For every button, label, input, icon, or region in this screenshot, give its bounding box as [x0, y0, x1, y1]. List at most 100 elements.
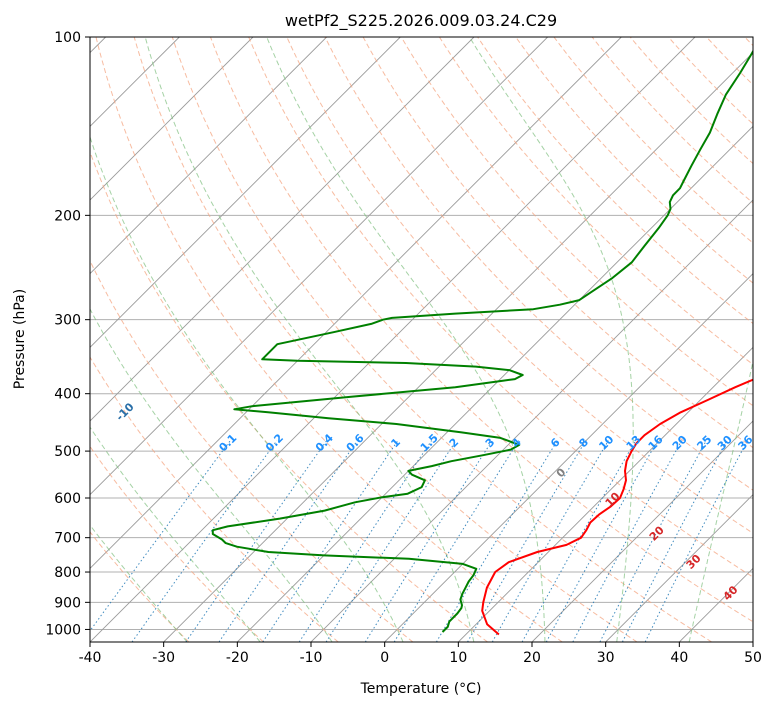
mixing-ratio-line — [599, 440, 707, 642]
x-tick-label: -40 — [79, 650, 102, 666]
chart-title: wetPf2_S225.2026.009.03.24.C29 — [285, 11, 557, 31]
y-tick-label: 500 — [54, 444, 81, 460]
mixing-ratio-line — [521, 440, 637, 642]
y-tick-label: 600 — [54, 491, 81, 507]
dry-adiabat — [90, 356, 339, 642]
isotherm-line — [90, 37, 254, 201]
moist-adiabat — [90, 426, 261, 642]
mixing-ratio-line — [262, 440, 399, 642]
dry-adiabat — [706, 37, 753, 86]
y-axis-label: Pressure (hPa) — [12, 289, 28, 389]
mixing-ratio-line — [90, 440, 231, 632]
dry-adiabat — [90, 531, 190, 642]
x-tick-label: 20 — [523, 650, 541, 666]
moist-adiabats — [90, 37, 753, 642]
isotherm-line — [679, 567, 753, 642]
x-tick-label: 30 — [597, 650, 615, 666]
dry-adiabat — [668, 37, 753, 125]
moist-adiabat-label: 10 — [603, 490, 623, 510]
dry-adiabat — [95, 37, 563, 642]
mixing-ratio-label: 20 — [670, 433, 690, 453]
y-axis-ticks: 100 200 300 400 500 600 700 800 900 1000 — [45, 30, 90, 638]
moist-adiabat — [688, 358, 753, 642]
moist-adiabat — [469, 37, 634, 642]
dry-adiabat — [744, 37, 753, 47]
mixing-ratio-line — [364, 440, 493, 642]
mixing-ratio-label: 1 — [388, 436, 403, 451]
isotherm-line — [90, 37, 401, 348]
moist-adiabat-label: 0 — [554, 465, 569, 480]
isotherm-line — [458, 346, 753, 642]
mixing-ratio-line — [185, 440, 328, 642]
mixing-ratio-label: 30 — [715, 433, 735, 453]
x-axis-label: Temperature (°C) — [360, 681, 482, 697]
dry-adiabat-label: -10 — [113, 400, 136, 423]
mixing-ratio-label: 4 — [509, 435, 524, 450]
dry-adiabat — [553, 37, 753, 244]
mixing-ratio-line — [325, 440, 457, 642]
plot-area: -100-90-80-70-60-50-40-30-20-100.10.20.4… — [90, 37, 753, 642]
mixing-ratio-line — [572, 440, 683, 642]
y-tick-label: 900 — [54, 595, 81, 611]
moist-adiabat-label: 30 — [684, 552, 704, 572]
y-tick-label: 700 — [54, 531, 81, 547]
x-tick-label: 0 — [380, 650, 389, 666]
mixing-ratio-line — [491, 440, 609, 642]
dry-adiabat — [515, 37, 753, 284]
y-tick-label: 100 — [54, 30, 81, 46]
isotherm-line — [90, 37, 622, 569]
skewed-isotherms — [90, 37, 753, 642]
dry-adiabat — [591, 37, 753, 204]
pressure-gridlines — [90, 37, 753, 630]
mixing-ratio-label: 25 — [694, 433, 714, 453]
moist-adiabat — [266, 37, 546, 642]
moist-adiabat — [90, 135, 404, 642]
y-tick-label: 800 — [54, 565, 81, 581]
moist-adiabat — [90, 308, 333, 642]
mixing-ratio-label: 10 — [596, 433, 616, 453]
dry-adiabat — [171, 37, 712, 642]
mixing-ratio-lines — [90, 440, 748, 642]
y-tick-label: 200 — [54, 208, 81, 224]
mixing-ratio-line — [131, 440, 278, 642]
x-tick-label: -20 — [226, 650, 249, 666]
dry-adiabat — [400, 37, 753, 407]
temperature-profile-line — [481, 378, 753, 636]
mixing-ratio-line — [298, 440, 432, 642]
mixing-ratio-line — [435, 440, 558, 642]
x-tick-label: 40 — [670, 650, 688, 666]
mixing-ratio-line — [467, 440, 587, 642]
dry-adiabats — [90, 37, 753, 642]
mixing-ratio-label: 13 — [624, 433, 644, 453]
dry-adiabat — [248, 37, 753, 578]
isotherm-line — [163, 52, 753, 642]
profile-series — [211, 49, 753, 636]
moist-adiabat — [144, 37, 475, 642]
dry-adiabat — [90, 445, 264, 642]
mixing-ratio-line — [644, 440, 748, 642]
moist-adiabat — [90, 524, 188, 642]
moist-adiabat-label: 40 — [721, 583, 741, 603]
dry-adiabat — [210, 37, 753, 623]
isotherm-line — [531, 420, 753, 642]
mixing-ratio-line — [621, 440, 728, 642]
x-tick-label: -30 — [152, 650, 175, 666]
dewpoint-profile-line — [211, 49, 753, 633]
isotherm-line — [90, 37, 327, 275]
x-axis-ticks: -40 -30 -20 -10 0 10 20 30 40 50 — [79, 642, 762, 666]
dry-adiabat — [286, 37, 753, 534]
y-tick-label: 300 — [54, 313, 81, 329]
x-tick-label: -10 — [300, 650, 323, 666]
mixing-ratio-line — [393, 440, 520, 642]
x-tick-label: 10 — [449, 650, 467, 666]
dry-adiabat — [90, 259, 414, 642]
dry-adiabat — [324, 37, 753, 491]
isotherm-line — [752, 641, 753, 642]
mixing-ratio-line — [218, 440, 358, 642]
dry-adiabat — [90, 150, 488, 642]
isotherm-line — [90, 37, 475, 422]
dry-adiabat — [362, 37, 753, 449]
isotherm-line — [605, 494, 753, 642]
isotherm-line — [237, 125, 753, 642]
